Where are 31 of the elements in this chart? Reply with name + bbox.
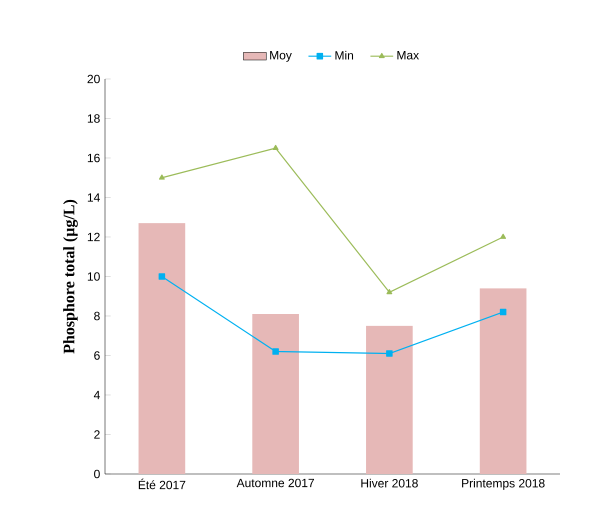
point	[272, 144, 279, 150]
point	[158, 273, 166, 280]
x-tick-label: Automne 2017	[236, 478, 314, 488]
point	[158, 174, 165, 180]
point	[386, 350, 393, 357]
y-tick-label: 4	[94, 390, 100, 400]
x-tick-label: Hiver 2018	[361, 478, 418, 488]
y-tick-label: 8	[94, 312, 100, 320]
point	[386, 289, 392, 294]
x-tick-label: Printemps 2018	[462, 478, 545, 490]
point	[500, 308, 506, 316]
y-tick-label: 10	[88, 272, 100, 281]
y-tick-label: 2	[94, 430, 100, 439]
point	[272, 348, 279, 355]
y-tick-label: 14	[88, 193, 100, 202]
legend-label: Moy	[270, 51, 292, 62]
legend-label: Max	[397, 51, 419, 60]
y-tick-label: 16	[88, 154, 100, 162]
y-tick-label: 0	[94, 470, 100, 478]
y-axis-title: Phosphore total (µg/L)	[63, 200, 78, 354]
y-tick-label: 18	[88, 114, 100, 123]
y-tick-label: 6	[94, 351, 100, 360]
point	[500, 234, 506, 239]
y-tick-label: 20	[88, 74, 100, 84]
bar	[480, 288, 526, 474]
bar	[138, 223, 186, 474]
y-tick-label: 12	[88, 232, 100, 242]
x-tick-label: Été 2017	[138, 478, 186, 490]
bar	[366, 326, 413, 474]
legend-label: Min	[335, 50, 354, 60]
bar	[252, 314, 299, 474]
